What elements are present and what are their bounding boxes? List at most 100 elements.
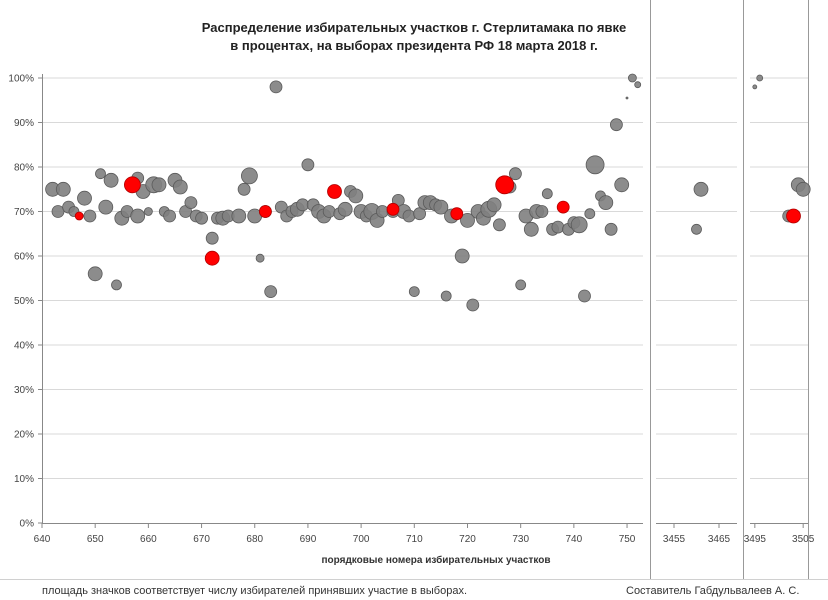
data-point-grey [523, 221, 539, 237]
x-tick-label: 650 [87, 534, 104, 545]
data-point-grey [486, 197, 502, 213]
data-point-grey [111, 279, 122, 291]
data-point-grey [551, 220, 565, 234]
data-point-grey [237, 182, 251, 196]
data-point-grey [541, 188, 553, 200]
data-point-grey [466, 298, 480, 312]
data-point-grey [255, 253, 265, 263]
data-point-grey [756, 74, 764, 82]
x-tick-label: 720 [459, 534, 476, 545]
x-tick-label: 680 [246, 534, 263, 545]
data-point-grey [95, 168, 106, 180]
x-tick-label: 3455 [663, 534, 686, 545]
data-point-grey [408, 286, 420, 298]
x-tick-label: 740 [566, 534, 583, 545]
data-point-red [123, 176, 141, 194]
data-point-grey [693, 181, 709, 197]
data-point-grey [604, 222, 618, 236]
x-tick-label: 700 [353, 534, 370, 545]
data-point-grey [492, 218, 506, 232]
data-point-red [386, 202, 400, 216]
x-tick-label: 3495 [744, 534, 767, 545]
x-tick-label: 670 [193, 534, 210, 545]
data-point-grey [77, 190, 92, 206]
data-point-grey [752, 84, 758, 90]
data-point-grey [51, 205, 65, 218]
data-point-grey [628, 73, 637, 83]
data-point-grey [515, 279, 527, 291]
x-tick-label: 3505 [792, 534, 815, 545]
x-tick-label: 730 [512, 534, 529, 545]
data-point-grey [231, 208, 247, 224]
y-tick-label: 40% [14, 341, 34, 352]
data-point-grey [402, 209, 416, 223]
data-point-grey [634, 81, 642, 89]
data-point-grey [625, 96, 629, 100]
x-tick-label: 750 [619, 534, 636, 545]
x-tick-label: 710 [406, 534, 423, 545]
chart-title-line-1: Распределение избирательных участков г. … [202, 20, 626, 35]
x-tick-label: 640 [34, 534, 51, 545]
y-tick-label: 10% [14, 474, 34, 485]
footer-divider [0, 579, 828, 580]
data-point-grey [301, 158, 315, 172]
data-point-grey [578, 289, 591, 303]
data-point-grey [509, 167, 522, 181]
footer-author: Составитель Габдульвалеев А. С. [626, 585, 800, 597]
x-tick-label: 690 [300, 534, 317, 545]
data-point-grey [795, 181, 811, 197]
x-axis-label: порядковые номера избирательных участков [322, 554, 551, 566]
y-tick-label: 30% [14, 385, 34, 396]
data-point-red [204, 250, 220, 266]
data-point-grey [337, 201, 353, 217]
data-point-grey [87, 266, 103, 282]
data-point-grey [322, 205, 336, 218]
data-point-red [450, 207, 464, 221]
data-point-grey [205, 231, 219, 245]
data-point-red [258, 205, 272, 218]
data-point-red [786, 208, 801, 224]
y-tick-label: 80% [14, 163, 34, 174]
data-point-grey [151, 177, 167, 193]
data-point-grey [264, 285, 278, 299]
y-tick-label: 60% [14, 252, 34, 263]
y-tick-label: 20% [14, 430, 34, 441]
data-point-red [327, 184, 342, 199]
data-point-grey [172, 179, 188, 195]
data-point-grey [103, 172, 119, 188]
scatter-chart: Распределение избирательных участков г. … [8, 0, 815, 580]
data-point-grey [535, 205, 549, 218]
data-point-grey [184, 196, 198, 210]
data-point-grey [348, 188, 364, 204]
y-tick-labels: 0% 10% 20% 30% 40% 50% 60% 70% 80% 90% 100% [8, 74, 34, 530]
y-tick-label: 90% [14, 118, 34, 129]
grid-lines [42, 77, 808, 479]
data-point-grey [610, 118, 623, 132]
data-point-grey [130, 208, 146, 224]
data-point-red [495, 175, 515, 195]
data-point-grey [691, 223, 702, 235]
chart-title-line-2: в процентах, на выборах президента РФ 18… [230, 38, 597, 53]
data-point-grey [440, 290, 452, 302]
data-point-red [556, 200, 570, 214]
data-point-grey [570, 216, 588, 234]
footer-note: площадь значков соответствует числу изби… [42, 585, 468, 597]
y-tick-label: 0% [20, 519, 35, 530]
x-tick-label: 3465 [708, 534, 731, 545]
data-point-grey [269, 80, 283, 94]
data-point-grey [454, 248, 470, 264]
y-tick-label: 100% [8, 74, 34, 85]
data-point-grey [55, 181, 71, 197]
data-point-grey [83, 209, 97, 223]
data-point-grey [598, 195, 614, 211]
data-points [45, 73, 811, 312]
x-tick-labels: 640 650 660 670 680 690 700 710 720 730 740 750 3455… [34, 534, 815, 545]
y-tick-label: 70% [14, 207, 34, 218]
data-point-grey [143, 207, 153, 216]
data-point-grey [614, 177, 630, 193]
axes [38, 74, 808, 528]
panel-separators [650, 0, 809, 580]
y-tick-label: 50% [14, 296, 34, 307]
data-point-grey [163, 209, 177, 223]
data-point-grey [98, 199, 114, 215]
